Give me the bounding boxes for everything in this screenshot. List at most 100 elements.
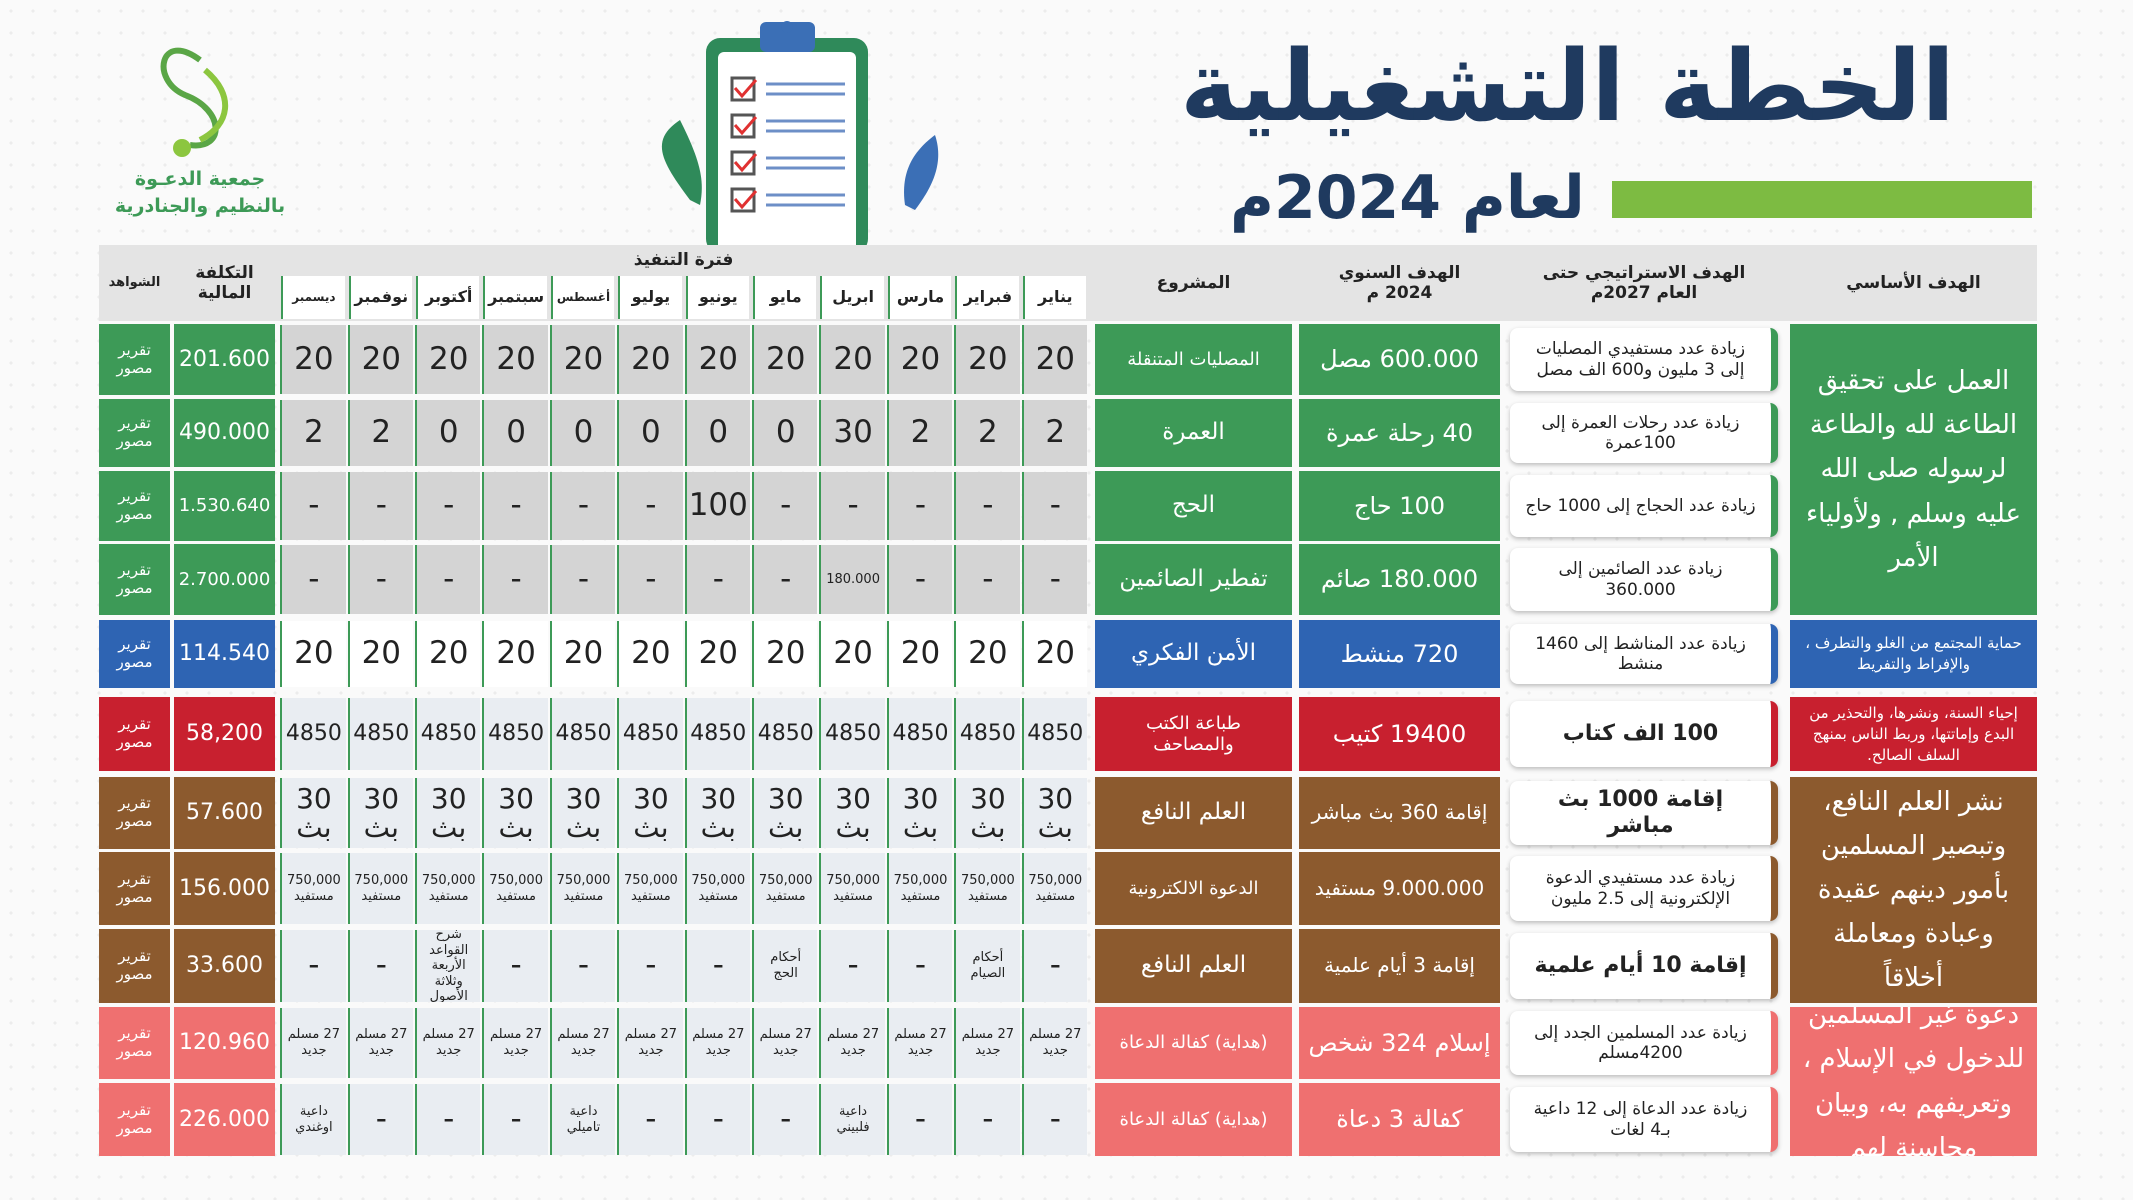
month-cell: 4850 (482, 698, 548, 770)
base-goal: العمل على تحقيق الطاعة لله والطاعة لرسول… (1790, 324, 2037, 615)
month-cell: - (886, 1084, 953, 1155)
month-cell: - (415, 545, 481, 614)
month-header: مايو (753, 276, 817, 319)
project: العلم النافع (1095, 929, 1292, 1003)
strategic-goal: زيادة عدد الدعاة إلى 12 داعية بـ4 لغات (1510, 1087, 1778, 1152)
month-header: يناير (1022, 276, 1086, 319)
month-cell: - (280, 545, 346, 614)
project: (هداية) كفالة الدعاة (1095, 1007, 1292, 1079)
annual-goal: 9.000.000 مستفيد (1299, 852, 1500, 925)
month-cell: - (482, 930, 548, 1002)
annual-goal: إسلام 324 شخص (1299, 1007, 1500, 1079)
title-bar (1612, 181, 2032, 218)
month-cell: 20 (819, 325, 885, 394)
month-cell: 0 (549, 400, 616, 466)
month-cell: 27 مسلم جديد (549, 1008, 616, 1078)
month-header: يونيو (685, 276, 749, 319)
month-cell: 0 (684, 400, 750, 466)
cost: 2.700.000 (174, 544, 275, 615)
month-cell: 27 مسلم جديد (954, 1008, 1020, 1078)
month-cell: - (347, 1084, 413, 1155)
month-cell: 20 (684, 325, 750, 394)
cost: 201.600 (174, 324, 275, 395)
month-cell: 27 مسلم جديد (886, 1008, 953, 1078)
annual-goal: 100 حاج (1299, 471, 1500, 541)
month-cell: 4850 (280, 698, 346, 770)
month-cell: 20 (617, 621, 683, 687)
evidence: تقرير مصور (99, 620, 170, 688)
month-header: نوفمبر (348, 276, 412, 319)
month-cell: 30 بث (886, 778, 953, 848)
month-cell: 0 (482, 400, 548, 466)
month-cell: 27 مسلم جديد (415, 1008, 481, 1078)
month-cell: 750,000 مستفيد (482, 853, 548, 924)
month-cell: 20 (482, 325, 548, 394)
strategic-goal: زيادة عدد مستفيدي الدعوة الإلكترونية إلى… (1510, 856, 1778, 921)
month-cell: 4850 (752, 698, 818, 770)
month-cell: - (886, 472, 953, 540)
column-header: الشواهد (108, 275, 161, 291)
month-cell: 20 (954, 621, 1020, 687)
month-cell: 27 مسلم جديد (1021, 1008, 1087, 1078)
month-cell: 750,000 مستفيد (617, 853, 683, 924)
month-cell: - (819, 930, 885, 1002)
month-cell: 20 (482, 621, 548, 687)
month-cell: 20 (819, 621, 885, 687)
month-cell: 30 بث (617, 778, 683, 848)
strategic-goal: زيادة عدد الصائمين إلى 360.000 (1510, 548, 1778, 611)
strategic-goal: إقامة 1000 بث مباشر (1510, 781, 1778, 845)
evidence: تقرير مصور (99, 929, 170, 1003)
month-cell: - (482, 1084, 548, 1155)
month-cell: 750,000 مستفيد (280, 853, 346, 924)
month-cell: 2 (886, 400, 953, 466)
strategic-goal: زيادة عدد مستفيدي المصليات إلى 3 مليون و… (1510, 328, 1778, 391)
project: طباعة الكتب والمصاحف (1095, 697, 1292, 771)
month-cell: - (347, 472, 413, 540)
month-cell: - (617, 472, 683, 540)
month-cell: - (1021, 472, 1087, 540)
org-name: جمعية الدعـوة (134, 167, 266, 190)
month-cell: شرح القواعد الأربعة وثلاثة الأصول (415, 930, 481, 1002)
month-cell: 4850 (954, 698, 1020, 770)
annual-goal: إقامة 360 بث مباشر (1299, 777, 1500, 849)
month-cell: - (617, 930, 683, 1002)
month-cell: - (886, 545, 953, 614)
month-cell: 30 بث (684, 778, 750, 848)
month-cell: 0 (415, 400, 481, 466)
clipboard-icon (661, 21, 939, 250)
month-cell: 20 (415, 621, 481, 687)
annual-goal: 40 رحلة عمرة (1299, 399, 1500, 467)
annual-goal: 19400 كتيب (1299, 697, 1500, 771)
month-cell: 30 بث (819, 778, 885, 848)
month-header: فبراير (955, 276, 1019, 319)
month-cell: 30 بث (415, 778, 481, 848)
cost: 226.000 (174, 1083, 275, 1156)
evidence: تقرير مصور (99, 399, 170, 467)
project: الحج (1095, 471, 1292, 541)
month-cell: 4850 (415, 698, 481, 770)
month-cell: 100 (684, 472, 750, 540)
month-cell: 30 بث (280, 778, 346, 848)
cost: 120.960 (174, 1007, 275, 1079)
month-cell: 4850 (617, 698, 683, 770)
month-cell: - (482, 545, 548, 614)
month-cell: 20 (886, 325, 953, 394)
month-cell: - (684, 1084, 750, 1155)
month-cell: داعية فلبيني (819, 1084, 885, 1155)
month-cell: 20 (347, 325, 413, 394)
month-cell: 4850 (819, 698, 885, 770)
project: المصليات المتنقلة (1095, 324, 1292, 395)
month-header: يوليو (618, 276, 682, 319)
month-cell: - (684, 545, 750, 614)
month-cell: - (415, 472, 481, 540)
month-cell: - (549, 472, 616, 540)
month-header: أكتوبر (416, 276, 480, 319)
month-cell: 30 (819, 400, 885, 466)
evidence: تقرير مصور (99, 1007, 170, 1079)
evidence: تقرير مصور (99, 777, 170, 849)
project: العمرة (1095, 399, 1292, 467)
month-cell: 2 (1021, 400, 1087, 466)
month-cell: 30 بث (1021, 778, 1087, 848)
month-cell: - (482, 472, 548, 540)
project: (هداية) كفالة الدعاة (1095, 1083, 1292, 1156)
